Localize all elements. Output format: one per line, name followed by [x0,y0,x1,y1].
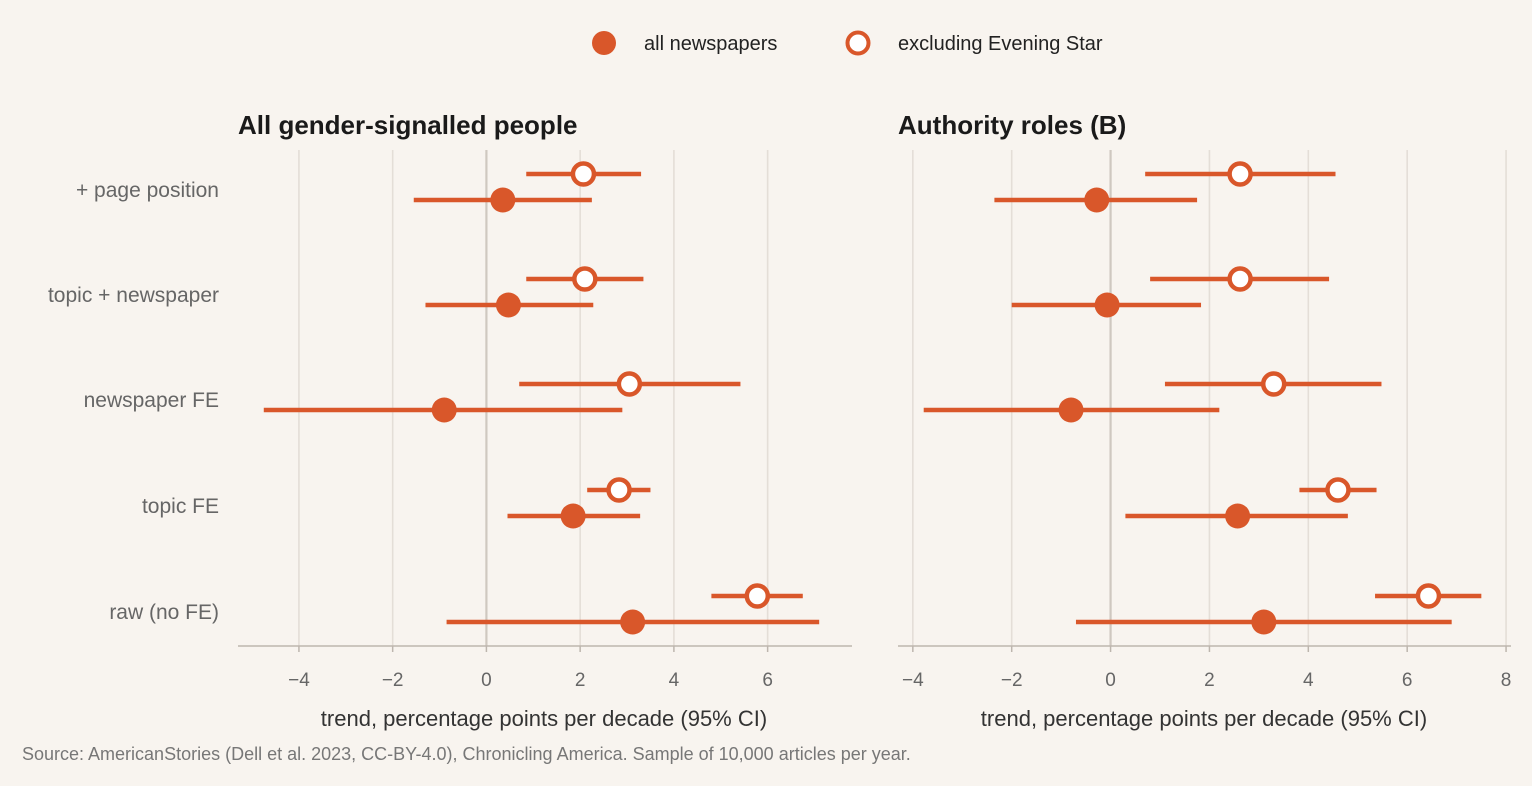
x-axis: −4 −2 0 2 4 6 8 [898,645,1512,691]
point-excluding-evening-star [606,477,632,503]
panel-title: All gender-signalled people [238,110,578,140]
point-all-newspapers [1058,397,1084,423]
data-marks [923,161,1482,635]
x-tick-label: −4 [288,670,310,691]
x-tick-label: 2 [1204,670,1215,691]
x-tick-label: 4 [669,670,680,691]
y-axis-categories: + page position topic + newspaper newspape… [48,179,219,624]
x-tick-label: 0 [1105,670,1116,691]
point-excluding-evening-star [572,266,598,292]
x-tick-label: 2 [575,670,586,691]
panel-all-gender-signalled: All gender-signalled people −4 −2 0 2 4 6 tre… [238,110,852,731]
legend: all newspapers excluding Evening Star [592,30,1103,56]
panel-title: Authority roles (B) [898,110,1126,140]
point-excluding-evening-star [1415,583,1442,609]
x-tick-label: −2 [1001,670,1023,691]
legend-label-excluding-evening-star: excluding Evening Star [898,33,1103,55]
point-all-newspapers [1251,609,1277,635]
category-label: topic + newspaper [48,284,219,307]
panel-authority-roles: Authority roles (B) −4 −2 0 2 4 6 8 trend, per… [898,110,1511,731]
point-all-newspapers [1094,292,1120,318]
point-all-newspapers [1084,187,1110,213]
x-tick-label: 8 [1501,670,1512,691]
point-excluding-evening-star [1227,161,1253,187]
point-excluding-evening-star [570,161,597,187]
category-label: raw (no FE) [109,601,219,624]
x-tick-label: 0 [481,670,492,691]
grid [298,150,769,646]
data-marks [263,161,820,635]
category-label: + page position [76,179,219,202]
point-all-newspapers [560,503,586,529]
point-all-newspapers [1225,503,1251,529]
x-tick-label: −2 [382,670,404,691]
point-excluding-evening-star [616,371,643,397]
legend-marker-all-newspapers [592,31,616,55]
point-all-newspapers [620,609,646,635]
x-axis-label: trend, percentage points per decade (95%… [981,706,1427,731]
point-excluding-evening-star [1227,266,1253,292]
x-tick-label: 6 [1402,670,1413,691]
category-label: topic FE [142,495,219,518]
point-all-newspapers [431,397,457,423]
point-excluding-evening-star [744,583,771,609]
point-all-newspapers [490,187,516,213]
x-axis: −4 −2 0 2 4 6 [238,645,852,691]
legend-label-all-newspapers: all newspapers [644,33,777,55]
x-tick-label: 4 [1303,670,1314,691]
x-tick-label: −4 [902,670,924,691]
x-tick-label: 6 [762,670,773,691]
category-label: newspaper FE [84,389,219,412]
point-excluding-evening-star [1325,477,1351,503]
grid [912,150,1507,646]
legend-marker-excluding-evening-star [845,30,871,56]
source-note: Source: AmericanStories (Dell et al. 202… [22,744,911,764]
point-excluding-evening-star [1260,371,1287,397]
point-all-newspapers [495,292,521,318]
x-axis-label: trend, percentage points per decade (95%… [321,706,767,731]
